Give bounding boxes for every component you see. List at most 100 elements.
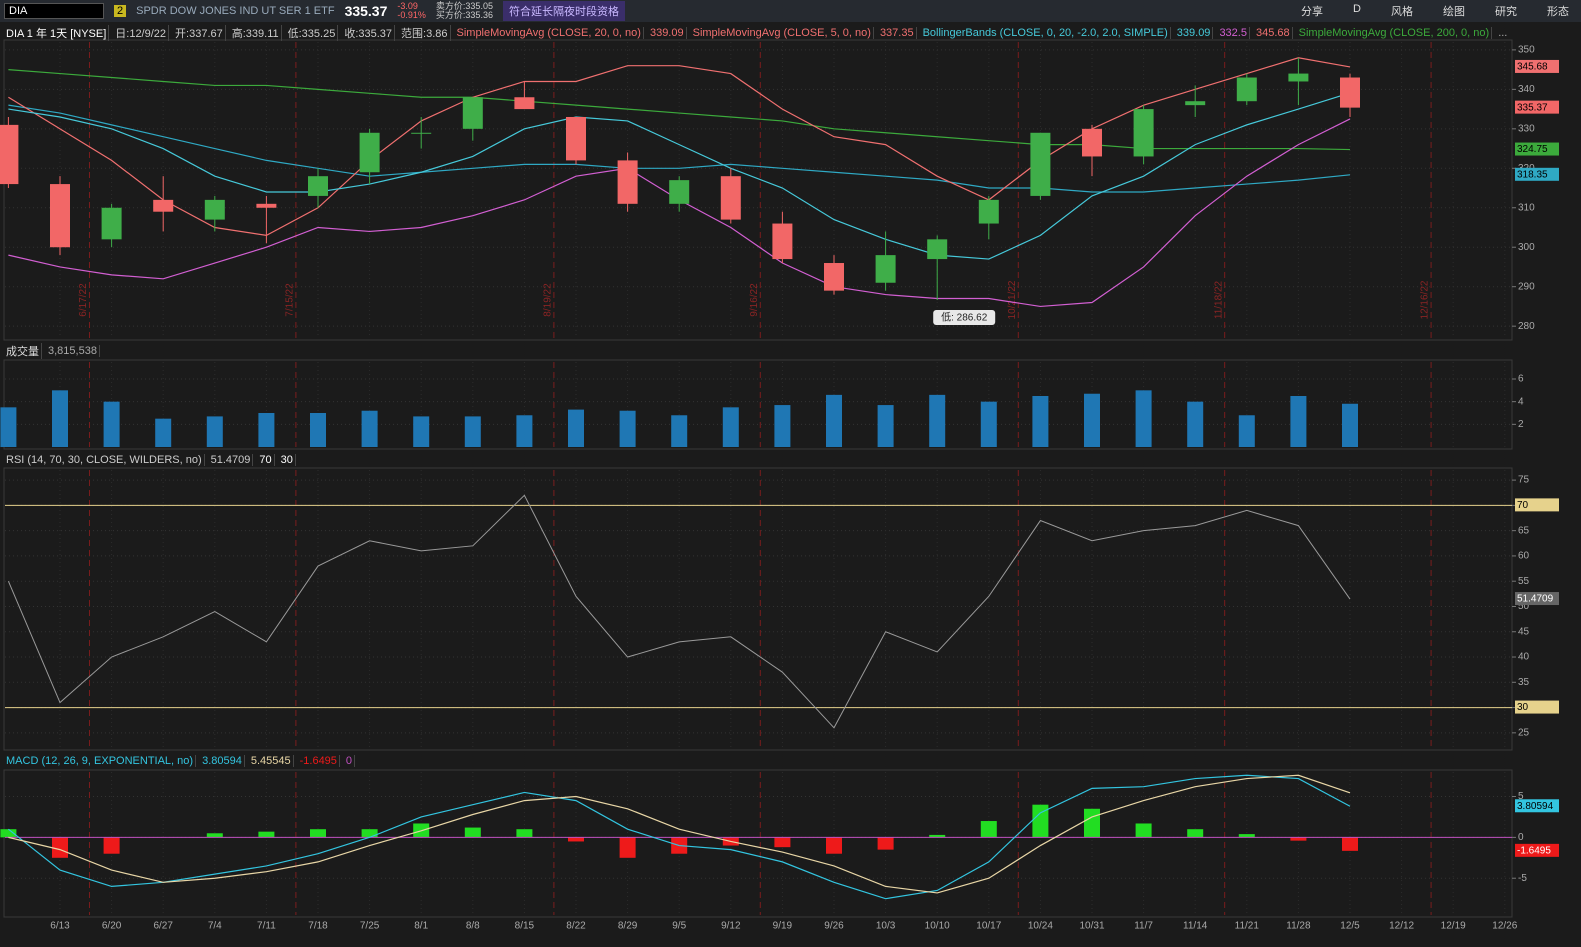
last-price: 335.37 [344,3,388,19]
volume-bar [1032,396,1049,447]
x-tick-label: 12/12 [1389,921,1414,932]
candle-body [50,184,70,248]
header-item: BollingerBands (CLOSE, 0, 20, -2.0, 2.0,… [921,26,1171,39]
x-tick-label: 6/20 [102,921,122,932]
x-tick-label: 7/18 [308,921,328,932]
volume-bar [361,410,378,447]
y-tick-label: 5 [1518,791,1524,802]
header-item: 范围:3.86 [399,24,451,41]
x-tick-label: 11/14 [1183,921,1208,932]
y-tick-label: 350 [1518,45,1535,56]
low-annotation: 低: 286.62 [941,311,988,324]
header-item: 51.4709 [209,453,254,466]
volume-bar [1238,415,1255,447]
candle-body [669,180,690,204]
toolbar-button[interactable]: 研究 [1495,6,1517,18]
macd-line [8,774,1351,900]
header-item: 成交量 [4,342,42,359]
toolbar-button[interactable]: 绘图 [1443,6,1465,18]
header-item: 345.68 [1254,26,1293,39]
change: -3.09 -0.91% [397,2,426,20]
last-value-label: -1.6495 [1517,845,1551,856]
link[interactable]: 2 [114,5,127,17]
undefined [8,57,1351,237]
symbol-box[interactable]: DIA [4,3,104,19]
volume-bar [310,413,326,447]
x-tick-label: 11/7 [1134,921,1153,932]
histogram-bar [310,829,326,838]
y-tick-label: 340 [1518,84,1535,95]
rsi-header: RSI (14, 70, 30, CLOSE, WILDERS, no) 51.4… [4,451,1509,468]
x-tick-label: 12/5 [1340,921,1360,932]
histogram-bar [516,829,533,838]
candle-body [1236,77,1257,102]
macd-line [8,774,1351,894]
panel [3,39,1513,341]
header-item: 收:335.37 [342,24,396,41]
histogram-bar [1342,837,1358,851]
y-tick-label: 50 [1518,601,1530,612]
header-item: RSI (14, 70, 30, CLOSE, WILDERS, no) [4,453,205,466]
header-item: 5.45545 [249,754,294,767]
volume-bar [980,401,997,447]
volume-bar [826,394,842,447]
header-item: 高:339.11 [230,24,282,41]
header-item: 339.09 [1175,26,1214,39]
header-item: SimpleMovingAvg (CLOSE, 200, 0, no) [1297,26,1493,39]
notice[interactable]: 符合延长隔夜时段资格 [502,1,625,21]
x-tick-label: 8/22 [566,921,586,932]
expiration-label: 9/16/22 [749,283,760,317]
toolbar-button[interactable]: 形态 [1547,6,1569,18]
undefined [8,104,1351,193]
header-item: 332.5 [1217,26,1250,39]
last-value-box [1515,843,1559,857]
candle-body [1288,73,1309,82]
y-tick-label: 65 [1518,525,1530,536]
bid: 买方价:335.36 [435,10,493,20]
last-value-label: 3.80594 [1517,801,1554,812]
candle-body [1133,109,1154,157]
header-item: ... [1496,27,1509,39]
volume-bar [464,416,481,447]
histogram-bar [1135,823,1152,838]
header-item: 日:12/9/22 [113,24,170,41]
candle-body [153,199,174,212]
header-item: 低:335.25 [286,24,339,41]
volume-bar [103,401,120,447]
histogram-bar [1032,804,1049,838]
header-item: 339.09 [648,26,687,39]
undefined [8,69,1351,151]
x-tick-label: 11/28 [1286,921,1311,932]
header-item: 0 [344,754,356,767]
histogram-bar [1084,808,1100,838]
panel [3,359,1513,450]
histogram-bar [52,837,68,858]
x-tick-label: 9/12 [721,921,741,932]
candle-body [566,116,586,161]
header-item: DIA 1 年 1天 [NYSE] [4,24,110,41]
macd-header: MACD (12, 26, 9, EXPONENTIAL, no) 3.80594… [4,752,1509,769]
last-value-label: 30 [1517,702,1529,713]
toolbar-button[interactable]: D [1353,3,1361,15]
histogram-bar [1238,834,1255,838]
candle-body [256,203,277,208]
volume-bar [1290,396,1307,447]
toolbar-button[interactable]: 风格 [1391,6,1413,18]
x-tick-label: 10/3 [876,921,896,932]
volume-bar [1084,393,1100,447]
volume-bar [155,418,172,447]
last-value-box [1515,167,1559,181]
volume-bar [568,409,584,447]
histogram-bar [464,827,481,838]
header-item: 30 [279,453,296,466]
expiration-label: 12/16/22 [1420,280,1431,319]
volume-bar [258,413,275,447]
y-tick-label: 310 [1518,202,1535,213]
expiration-label: 7/15/22 [285,283,296,317]
volume-bar [619,410,636,447]
y-tick-label: -5 [1518,873,1527,884]
toolbar-button[interactable]: 分享 [1301,6,1324,18]
y-tick-label: 40 [1518,652,1530,663]
volume-bar [671,415,688,447]
